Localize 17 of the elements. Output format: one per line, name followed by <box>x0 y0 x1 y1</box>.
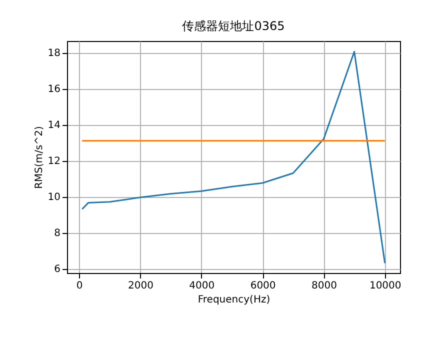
x-tick-label: 10000 <box>369 280 402 292</box>
x-tick-label: 2000 <box>128 280 154 292</box>
y-tick-label: 12 <box>48 156 60 168</box>
y-tick-label: 18 <box>48 48 60 60</box>
y-tick-label: 8 <box>54 228 60 240</box>
y-tick-label: 10 <box>48 192 60 204</box>
y-tick-label: 14 <box>48 120 60 132</box>
x-tick-label: 4000 <box>189 280 215 292</box>
y-axis-title: RMS(m/s^2) <box>34 126 45 189</box>
y-tick-label: 6 <box>54 264 60 275</box>
x-tick-label: 0 <box>76 280 83 292</box>
chart-title: 传感器短地址0365 <box>182 19 285 33</box>
line-series <box>81 50 386 264</box>
x-tick-label: 6000 <box>250 280 276 292</box>
x-tick-label: 8000 <box>311 280 337 292</box>
x-axis-title: Frequency(Hz) <box>198 294 270 306</box>
y-tick-label: 16 <box>48 84 60 96</box>
